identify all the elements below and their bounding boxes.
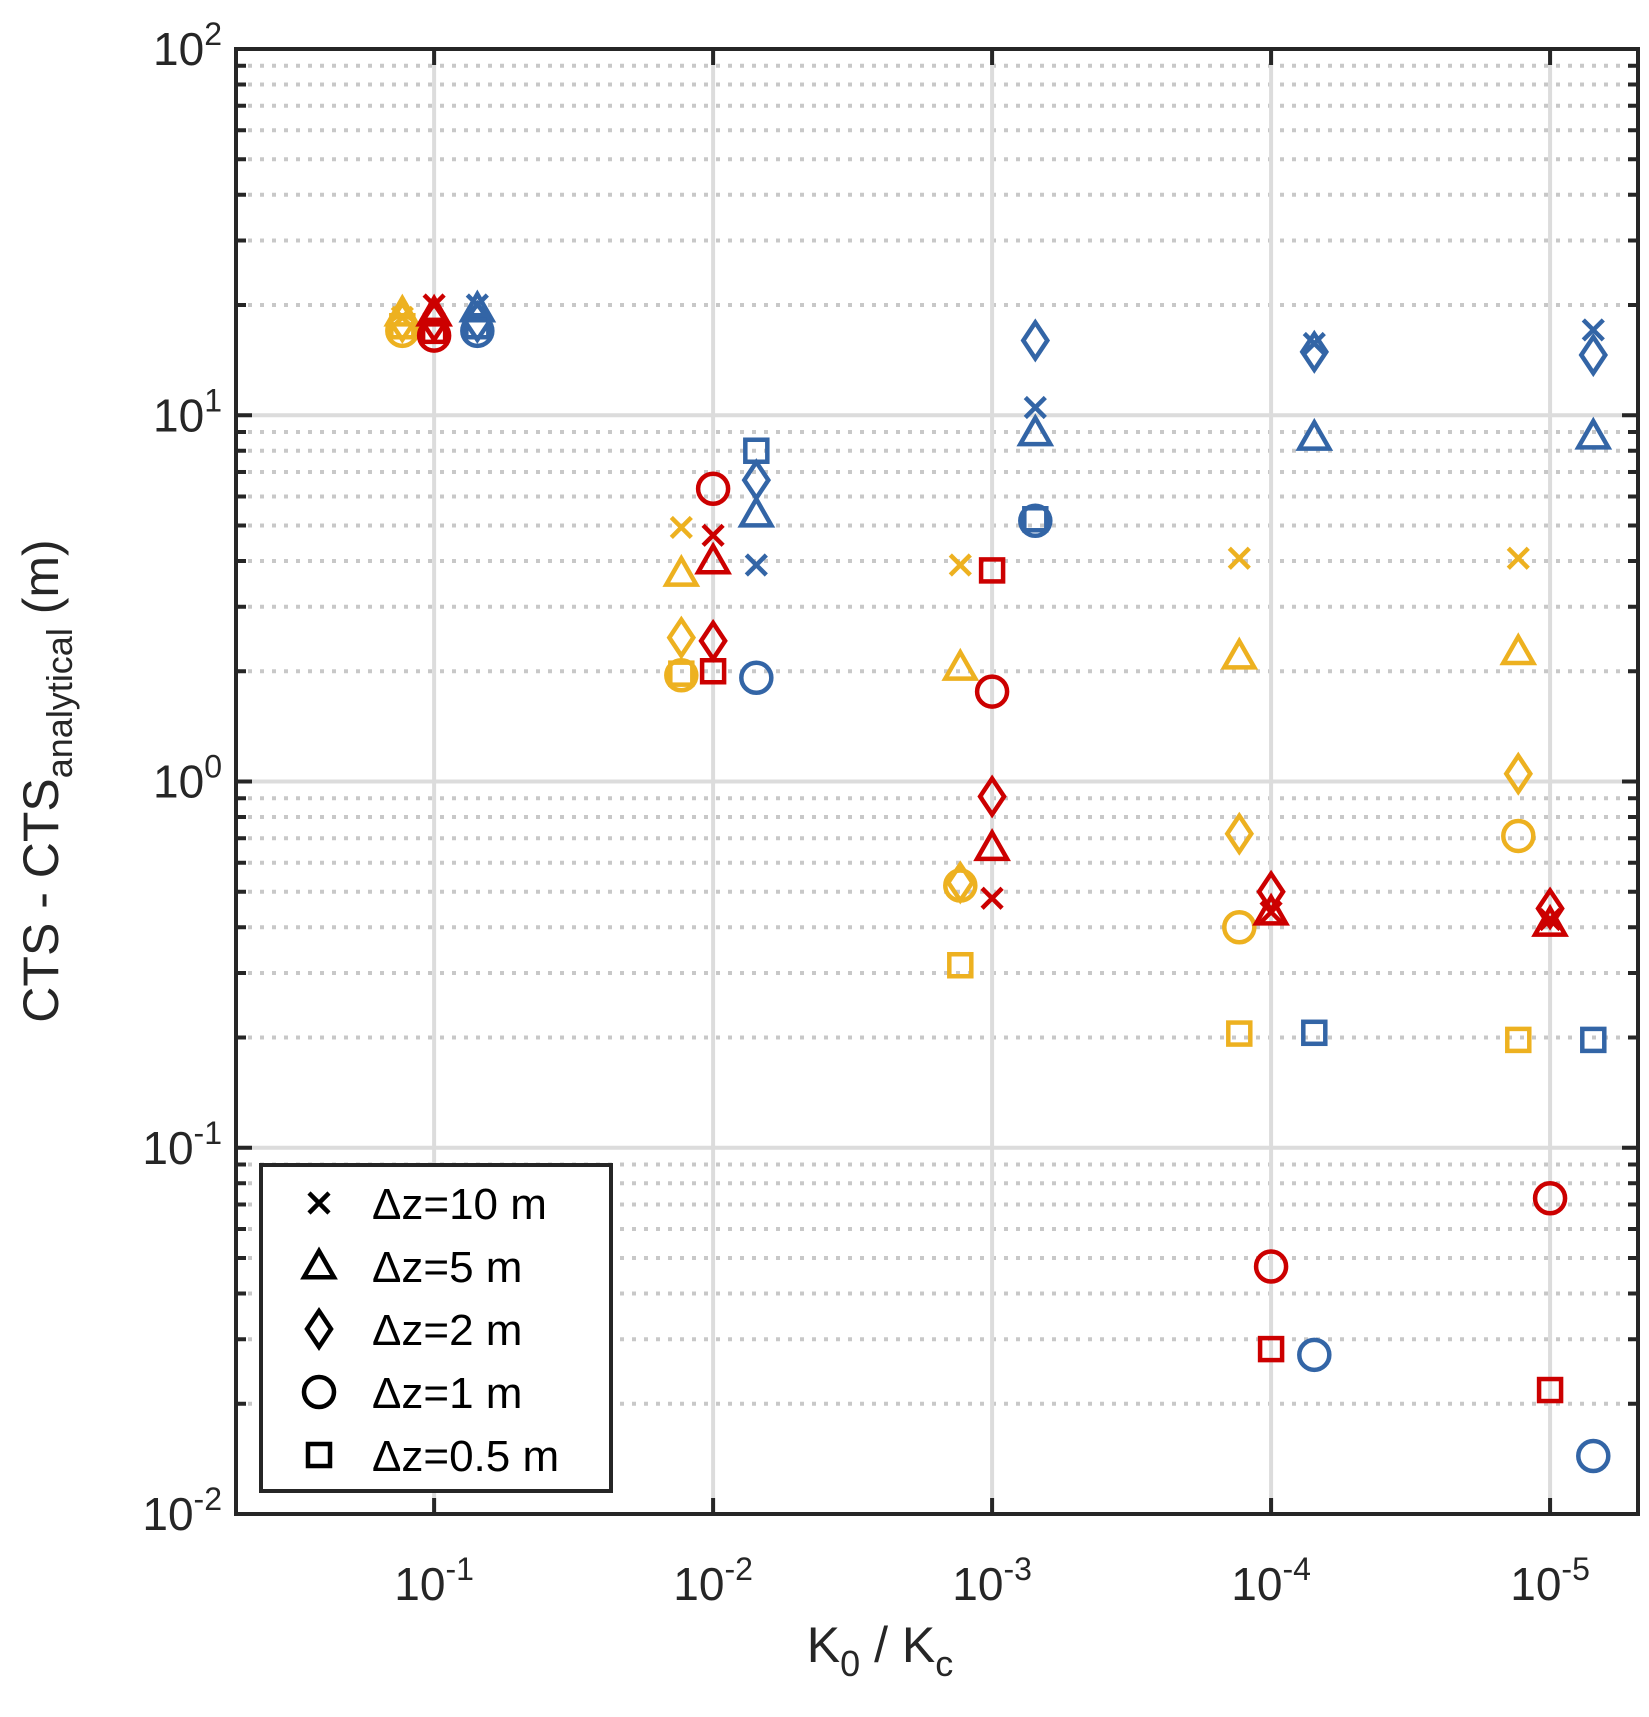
point-blue-triangle (1295, 417, 1334, 451)
point-blue-circle (1018, 503, 1053, 539)
point-yellow-square (389, 312, 416, 340)
point-blue-triangle (1574, 416, 1613, 450)
y-tick-label: 10-1 (142, 1115, 222, 1174)
point-yellow-square (1226, 1020, 1253, 1047)
point-yellow-square (668, 660, 695, 687)
x-tick-label: 10-4 (1231, 1551, 1311, 1610)
point-yellow-diamond (1224, 811, 1255, 856)
point-yellow-circle (1501, 818, 1536, 854)
point-yellow-triangle (941, 647, 980, 681)
y-axis-label: CTS - CTSanalytical (m) (13, 539, 80, 1022)
point-red-square (699, 657, 727, 685)
point-yellow-square (1505, 1026, 1532, 1054)
point-blue-square (464, 312, 491, 340)
legend-label: Δz=1 m (372, 1369, 522, 1418)
point-red-x (980, 886, 1004, 910)
point-blue-triangle (737, 494, 776, 528)
point-red-square (978, 557, 1006, 584)
y-tick-label: 102 (153, 16, 222, 75)
point-blue-square (1022, 506, 1049, 533)
legend-marker-square (305, 1441, 333, 1469)
point-red-diamond (977, 774, 1007, 819)
axis-ticks: 102 101 100 10-1 10-2 10-1 10-2 10-3 10-4 10-5 (142, 16, 1638, 1610)
point-red-triangle (1531, 903, 1569, 937)
point-yellow-circle (1222, 909, 1257, 945)
point-yellow-triangle (1220, 636, 1259, 670)
point-yellow-triangle (662, 553, 701, 587)
point-blue-diamond (1020, 318, 1051, 363)
y-tick-label: 10-2 (142, 1481, 222, 1540)
point-blue-x (1581, 318, 1605, 342)
legend-label: Δz=0.5 m (372, 1432, 559, 1481)
x-tick-label: 10-1 (394, 1551, 474, 1610)
y-tick-label: 100 (153, 749, 222, 808)
point-blue-diamond (1578, 332, 1608, 378)
point-blue-circle (1297, 1337, 1332, 1373)
point-red-circle (1253, 1249, 1289, 1284)
legend-label: Δz=2 m (372, 1306, 522, 1355)
point-yellow-diamond (1503, 751, 1533, 796)
point-yellow-diamond (666, 615, 697, 660)
point-yellow-square (947, 951, 974, 979)
legend-label: Δz=5 m (372, 1243, 522, 1292)
point-yellow-circle (664, 658, 699, 693)
x-tick-label: 10-3 (952, 1551, 1032, 1610)
point-blue-x (1302, 331, 1326, 356)
point-yellow-circle (943, 868, 978, 903)
point-yellow-x (948, 553, 972, 577)
point-blue-diamond (1299, 329, 1330, 374)
point-blue-circle (739, 660, 774, 695)
point-blue-square (1301, 1019, 1328, 1047)
point-yellow-x (1227, 546, 1251, 570)
point-yellow-triangle (1499, 632, 1538, 666)
point-blue-triangle (458, 289, 497, 323)
point-red-triangle (973, 828, 1011, 862)
point-red-diamond (1535, 886, 1565, 931)
legend-marker-x (307, 1191, 331, 1215)
point-red-square (1536, 1376, 1564, 1404)
point-blue-x (744, 553, 768, 577)
point-blue-square (743, 437, 770, 464)
legend: Δz=10 m Δz=5 m Δz=2 m Δz=1 m Δz=0.5 m (259, 1163, 613, 1493)
legend-marker-diamond (304, 1306, 334, 1352)
point-red-circle (974, 674, 1010, 709)
point-yellow-x (669, 515, 693, 540)
x-axis-label: K0 / Kc (807, 1617, 953, 1684)
point-blue-diamond (741, 458, 772, 503)
point-yellow-x (1506, 546, 1530, 570)
point-blue-circle (1576, 1438, 1611, 1474)
point-red-square (1257, 1335, 1285, 1363)
point-red-square (420, 317, 448, 345)
data-points (383, 289, 1613, 1474)
legend-marker-triangle (300, 1246, 338, 1280)
x-tick-label: 10-5 (1510, 1551, 1590, 1610)
point-red-circle (695, 471, 731, 506)
point-red-triangle (1252, 892, 1290, 926)
x-tick-label: 10-2 (673, 1551, 753, 1610)
point-red-triangle (694, 541, 732, 575)
point-red-circle (1532, 1180, 1568, 1216)
point-blue-triangle (1016, 413, 1055, 447)
point-blue-square (1580, 1026, 1607, 1054)
point-red-x (701, 523, 725, 547)
legend-label: Δz=10 m (372, 1180, 547, 1229)
legend-marker-circle (301, 1374, 337, 1410)
y-tick-label: 101 (153, 382, 222, 441)
point-red-diamond (1256, 869, 1286, 914)
point-blue-x (1023, 395, 1047, 420)
legend-box (259, 1163, 613, 1493)
